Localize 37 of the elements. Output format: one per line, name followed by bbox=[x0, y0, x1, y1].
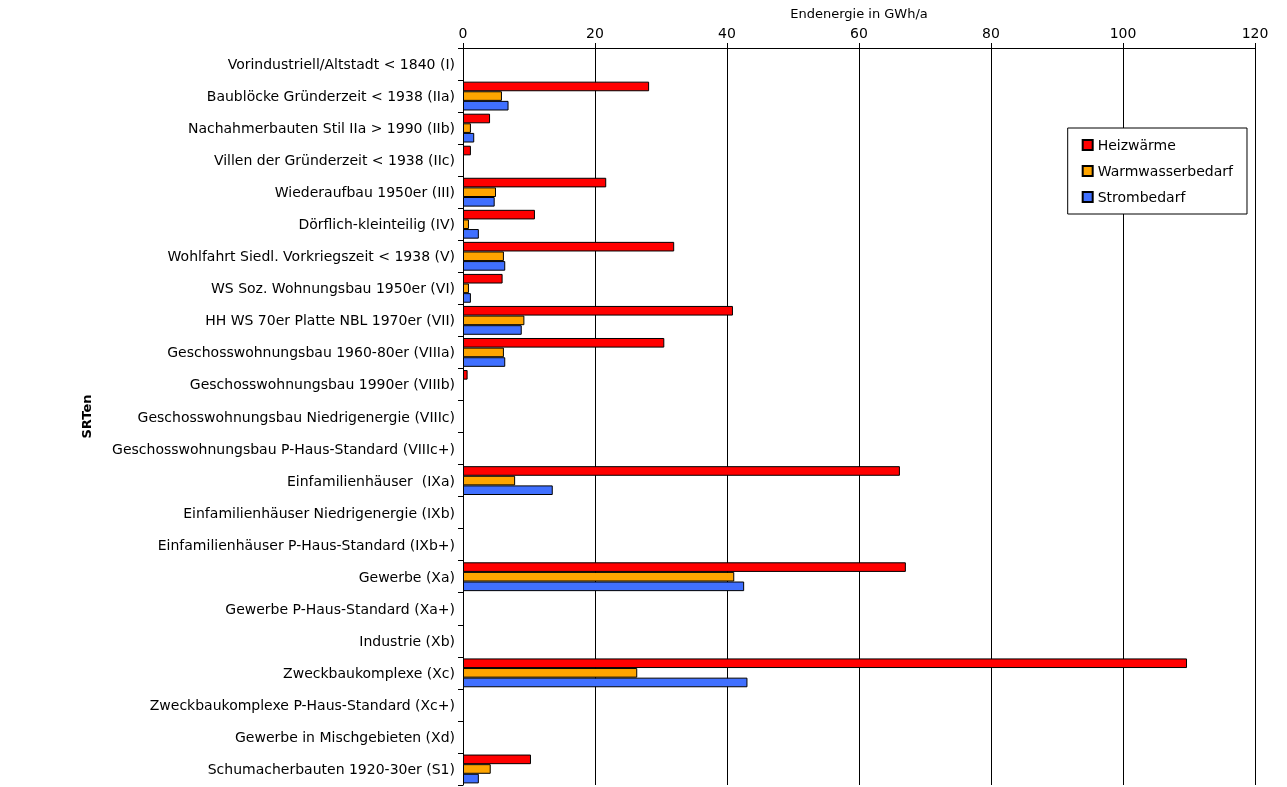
y-tick-label: Dörflich-kleinteilig (IV) bbox=[298, 216, 455, 233]
x-tick-label: 40 bbox=[718, 25, 736, 41]
y-tick-label: Zweckbaukomplexe (Xc) bbox=[283, 664, 455, 681]
y-tick-label: Industrie (Xb) bbox=[359, 632, 455, 649]
y-tick-label: Nachahmerbauten Stil IIa > 1990 (IIb) bbox=[187, 120, 455, 137]
y-tick-label: Schumacherbauten 1920-30er (S1) bbox=[207, 760, 455, 777]
x-tick-label: 80 bbox=[982, 25, 1000, 41]
x-tick-label: 0 bbox=[458, 25, 468, 41]
bar bbox=[463, 370, 468, 380]
x-tick-label: 20 bbox=[586, 25, 604, 41]
y-tick-label: Villen der Gründerzeit < 1938 (IIc) bbox=[213, 152, 455, 169]
y-tick-label: Gewerbe (Xa) bbox=[358, 568, 455, 585]
y-tick-label: Baublöcke Gründerzeit < 1938 (IIa) bbox=[206, 88, 455, 105]
legend-label: Warmwasserbedarf bbox=[1097, 163, 1235, 179]
x-axis-title: Endenergie in GWh/a bbox=[790, 6, 928, 21]
y-tick-label: Einfamilienhäuser (IXa) bbox=[286, 472, 455, 489]
y-tick-label: Einfamilienhäuser Niedrigenergie (IXb) bbox=[183, 504, 455, 521]
y-tick-label: Geschosswohnungsbau P-Haus-Standard (VIIIc+) bbox=[112, 440, 455, 457]
y-tick-label: WS Soz. Wohnungsbau 1950er (VI) bbox=[210, 280, 455, 297]
x-tick-label: 100 bbox=[1109, 25, 1137, 41]
y-tick-label: HH WS 70er Platte NBL 1970er (VII) bbox=[205, 312, 455, 329]
bar bbox=[463, 145, 471, 156]
y-tick-label: Gewerbe in Mischgebieten (Xd) bbox=[235, 728, 455, 745]
y-tick-label: Zweckbaukomplexe P-Haus-Standard (Xc+) bbox=[149, 696, 455, 713]
y-tick-label: Einfamilienhäuser P-Haus-Standard (IXb+) bbox=[157, 536, 455, 553]
x-tick-label: 120 bbox=[1241, 25, 1269, 41]
y-tick-label: Vorindustriell/Altstadt < 1840 (I) bbox=[227, 56, 455, 73]
legend-label: Heizwärme bbox=[1097, 137, 1176, 153]
legend-label: Strombedarf bbox=[1097, 189, 1187, 205]
y-axis-title: SRTen bbox=[79, 394, 94, 439]
y-tick-label: Geschosswohnungsbau 1990er (VIIIb) bbox=[189, 376, 455, 393]
y-tick-label: Geschosswohnungsbau Niedrigenergie (VIIIc) bbox=[137, 408, 455, 425]
y-tick-label: Wiederaufbau 1950er (III) bbox=[274, 184, 455, 201]
x-tick-label: 60 bbox=[850, 25, 868, 41]
y-tick-label: Geschosswohnungsbau 1960-80er (VIIIa) bbox=[167, 344, 455, 361]
y-tick-label: Gewerbe P-Haus-Standard (Xa+) bbox=[225, 600, 455, 617]
y-tick-label: Wohlfahrt Siedl. Vorkriegszeit < 1938 (V) bbox=[167, 248, 455, 265]
